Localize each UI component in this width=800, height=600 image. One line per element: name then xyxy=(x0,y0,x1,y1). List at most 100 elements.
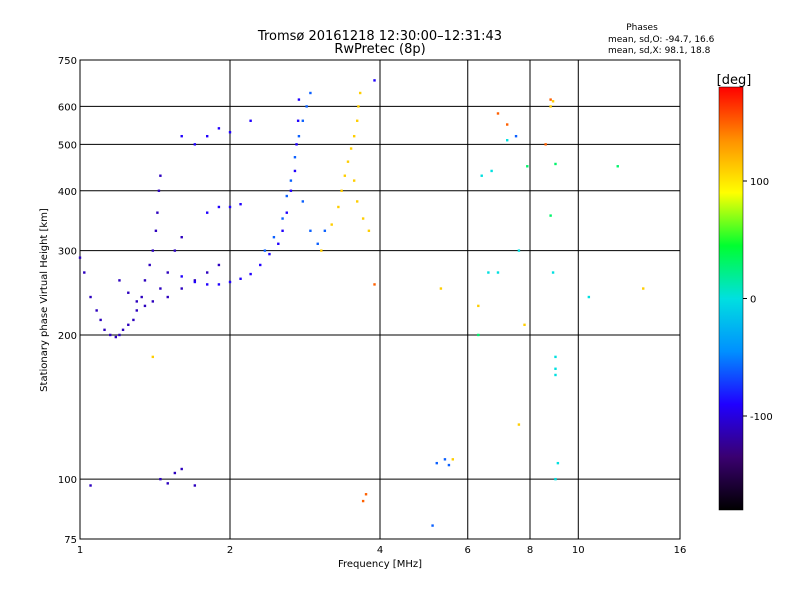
data-point xyxy=(135,300,138,303)
data-point xyxy=(551,271,555,274)
data-point xyxy=(616,165,619,168)
data-point xyxy=(505,123,509,126)
data-point xyxy=(95,309,98,312)
data-point xyxy=(587,295,591,299)
data-point xyxy=(309,229,312,232)
colorbar-label: [deg] xyxy=(717,73,752,88)
data-point xyxy=(330,223,333,226)
data-point xyxy=(297,98,301,101)
data-point xyxy=(78,256,82,259)
x-tick-label: 4 xyxy=(377,545,383,556)
data-point xyxy=(217,127,221,130)
data-point xyxy=(320,249,323,252)
stats-x-mode: mean, sd,X: 98.1, 18.8 xyxy=(608,46,711,56)
data-point xyxy=(352,179,356,182)
data-point xyxy=(443,458,447,461)
data-point xyxy=(193,484,197,487)
y-tick-label: 75 xyxy=(64,535,77,546)
data-point xyxy=(205,134,209,138)
colorbar-tick-label: 0 xyxy=(750,295,756,306)
colorbar-ticks: 100 0 -100 xyxy=(743,177,773,423)
data-point xyxy=(373,283,376,286)
x-tick-label: 1 xyxy=(77,545,83,556)
data-point xyxy=(217,283,221,286)
chart-subtitle: RwPretec (8p) xyxy=(334,42,425,57)
data-point xyxy=(293,169,297,173)
data-point xyxy=(439,287,443,290)
data-point xyxy=(180,287,183,290)
data-point xyxy=(114,335,118,339)
data-point xyxy=(268,252,271,256)
data-point xyxy=(180,134,183,138)
x-axis-label: Frequency [MHz] xyxy=(338,559,422,570)
data-point xyxy=(156,211,159,214)
data-point xyxy=(355,200,359,203)
data-point xyxy=(554,367,557,370)
y-tick-labels: 75 100 200 300 400 500 600 750 xyxy=(58,56,77,546)
data-point xyxy=(272,235,276,239)
data-point xyxy=(118,333,121,337)
data-point xyxy=(289,189,293,192)
grid xyxy=(80,60,680,539)
data-point xyxy=(554,477,557,481)
data-point xyxy=(228,131,232,134)
data-point xyxy=(89,484,92,487)
data-point xyxy=(135,309,138,312)
data-point xyxy=(205,271,209,274)
data-point xyxy=(140,295,143,299)
data-point xyxy=(159,477,162,481)
x-tick-label: 2 xyxy=(227,545,233,556)
data-point xyxy=(277,242,280,245)
data-point xyxy=(99,318,102,322)
data-point xyxy=(361,499,365,503)
data-point xyxy=(361,217,365,220)
data-point xyxy=(193,143,197,146)
data-point xyxy=(343,174,347,177)
data-point xyxy=(357,105,360,108)
data-point xyxy=(281,229,284,232)
y-axis-label: Stationary phase Virtual Height [km] xyxy=(39,208,50,392)
x-tick-label: 16 xyxy=(674,545,687,556)
data-point xyxy=(249,119,252,122)
data-point xyxy=(151,300,155,303)
data-point xyxy=(89,295,92,299)
data-point xyxy=(121,328,125,332)
data-point xyxy=(166,271,169,274)
data-point xyxy=(263,249,267,252)
data-point xyxy=(148,263,151,267)
colorbar-tick-label: 100 xyxy=(750,177,769,188)
data-point xyxy=(281,217,284,220)
data-point xyxy=(316,242,319,245)
data-point xyxy=(554,162,557,166)
data-point xyxy=(217,263,221,267)
data-point xyxy=(289,179,293,182)
data-point xyxy=(490,169,493,173)
data-point xyxy=(151,355,155,359)
data-point xyxy=(166,295,169,299)
data-point xyxy=(549,105,552,108)
data-point xyxy=(109,333,112,337)
y-tick-label: 500 xyxy=(58,140,77,151)
chart-title: Tromsø 20161218 12:30:00–12:31:43 xyxy=(257,29,502,44)
data-point xyxy=(296,119,300,122)
data-point xyxy=(118,279,121,282)
data-point xyxy=(477,333,480,337)
colorbar-tick-label: -100 xyxy=(750,412,773,423)
x-tick-labels: 1 2 4 6 8 10 16 xyxy=(77,545,687,556)
data-point xyxy=(358,91,362,95)
data-point xyxy=(496,112,500,115)
data-point xyxy=(337,205,340,209)
data-point xyxy=(180,467,183,471)
data-point xyxy=(293,156,297,159)
colorbar xyxy=(718,86,744,511)
data-point xyxy=(355,119,359,122)
data-point xyxy=(301,119,305,122)
data-point xyxy=(549,98,552,101)
data-point xyxy=(127,291,130,294)
y-tick-label: 100 xyxy=(58,475,77,486)
data-point xyxy=(173,471,177,475)
data-point xyxy=(642,287,645,290)
y-tick-label: 300 xyxy=(58,247,77,258)
x-tick-label: 10 xyxy=(572,545,585,556)
